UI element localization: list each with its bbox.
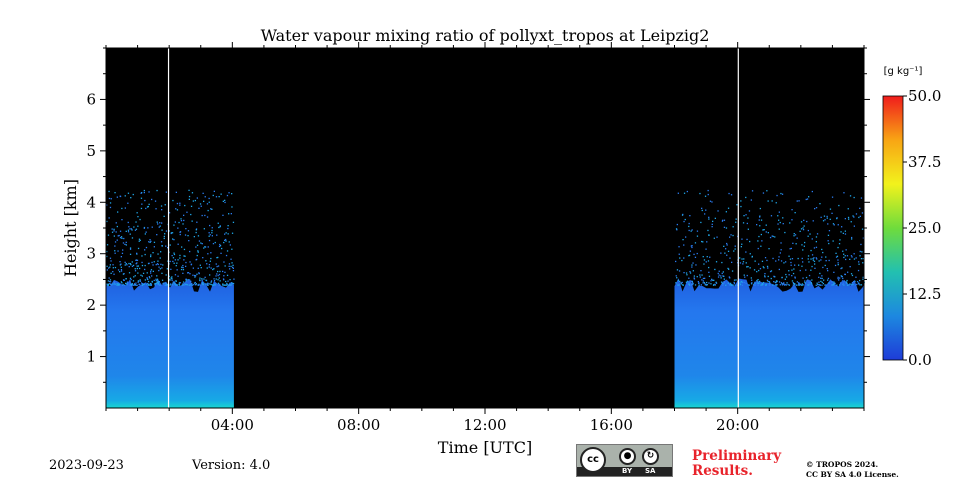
y-tick-label: 1 <box>86 348 96 366</box>
colorbar-tick-label: 25.0 <box>908 219 941 237</box>
copyright-note: © TROPOS 2024. CC BY SA 4.0 License. <box>806 460 899 480</box>
y-tick-label: 5 <box>86 142 96 160</box>
colorbar-tick-label: 0.0 <box>908 351 932 369</box>
chart-title: Water vapour mixing ratio of pollyxt_tro… <box>261 26 710 45</box>
cc-sa-label: SA <box>645 467 656 475</box>
signal-segment-2 <box>674 278 864 408</box>
y-tick-label: 3 <box>86 245 96 263</box>
cc-by-icon: ● <box>619 448 636 465</box>
copyright-line-1: © TROPOS 2024. <box>806 460 879 469</box>
x-tick-label: 16:00 <box>590 416 633 434</box>
colorbar <box>882 95 904 361</box>
x-axis-label: Time [UTC] <box>438 438 532 457</box>
y-tick-label: 6 <box>86 90 96 108</box>
colorbar-unit-label: [g kg⁻¹] <box>884 66 923 77</box>
cc-icon: cc <box>580 447 606 473</box>
colorbar-tick-label: 37.5 <box>908 153 941 171</box>
x-tick-label: 20:00 <box>716 416 759 434</box>
cc-strip <box>577 467 672 476</box>
y-tick-label: 2 <box>86 296 96 314</box>
y-axis-label: Height [km] <box>61 179 80 277</box>
colorbar-tick-label: 12.5 <box>908 285 941 303</box>
footer-date: 2023-09-23 <box>49 458 124 473</box>
x-tick-label: 04:00 <box>211 416 254 434</box>
cc-license-badge: cc ● ↻ BY SA <box>576 444 673 477</box>
preliminary-line-2: Results. <box>692 463 753 479</box>
x-tick-label: 12:00 <box>463 416 506 434</box>
x-tick-label: 08:00 <box>337 416 380 434</box>
signal-speckle-1 <box>106 189 235 286</box>
y-tick-label: 4 <box>86 193 96 211</box>
signal-segment-1 <box>106 278 234 408</box>
cc-sa-icon: ↻ <box>642 448 659 465</box>
preliminary-results-note: Preliminary Results. <box>692 449 781 479</box>
colorbar-tick-label: 50.0 <box>908 87 941 105</box>
preliminary-line-1: Preliminary <box>692 448 782 464</box>
signal-speckle-2 <box>675 189 865 286</box>
footer-version: Version: 4.0 <box>192 458 271 473</box>
cc-by-label: BY <box>622 467 633 475</box>
copyright-line-2: CC BY SA 4.0 License. <box>806 470 899 479</box>
